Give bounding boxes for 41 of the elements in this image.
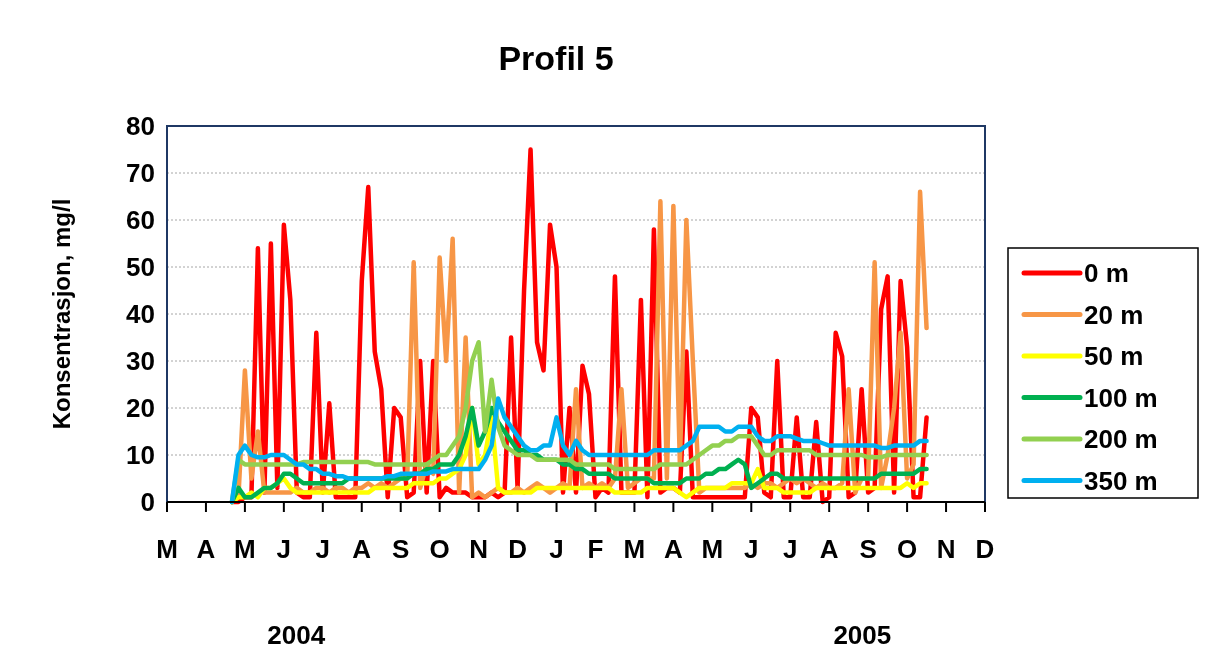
- text: 2004: [267, 620, 326, 650]
- text: 2005: [833, 620, 892, 650]
- legend-label: 0 m: [1084, 258, 1129, 289]
- y-tick-label: 40: [126, 299, 155, 330]
- x-tick-label: N: [936, 534, 956, 564]
- x-tick-label: M: [234, 534, 256, 564]
- y-tick-label: 60: [126, 205, 155, 236]
- y-tick-label: 80: [126, 111, 155, 142]
- x-tick-label: J: [276, 534, 292, 564]
- x-tick-label: S: [859, 534, 877, 564]
- chart-title: Profil 5: [498, 39, 614, 77]
- y-tick-label: 50: [126, 252, 155, 283]
- x-tick-label: M: [701, 534, 724, 564]
- x-tick-label: O: [896, 534, 918, 564]
- x-tick-label: A: [352, 534, 372, 564]
- x-tick-label: M: [623, 534, 646, 564]
- legend-label: 350 m: [1084, 465, 1158, 496]
- y-axis-title: Konsentrasjon, mg/l: [48, 198, 75, 430]
- x-tick-label: A: [819, 534, 839, 564]
- legend-label: 100 m: [1084, 382, 1158, 413]
- x-tick-label: J: [744, 534, 759, 564]
- x-tick-label: M: [156, 534, 178, 564]
- legend-label: 200 m: [1084, 424, 1158, 455]
- x-tick-label: D: [508, 534, 527, 564]
- x-tick-label: A: [196, 534, 216, 564]
- y-tick-label: 20: [126, 393, 155, 424]
- legend-label: 50 m: [1084, 341, 1144, 372]
- x-tick-label: O: [429, 534, 450, 564]
- y-tick-label: 70: [126, 158, 155, 189]
- x-tick-label: J: [315, 534, 331, 564]
- x-tick-label: J: [549, 534, 564, 564]
- y-tick-label: 0: [140, 487, 155, 518]
- legend-label: 20 m: [1084, 299, 1144, 330]
- x-tick-label: F: [587, 534, 604, 564]
- y-tick-label: 30: [126, 346, 155, 377]
- x-tick-label: D: [975, 534, 995, 564]
- x-tick-label: N: [469, 534, 489, 564]
- y-tick-label: 10: [126, 440, 155, 471]
- x-tick-label: A: [663, 534, 683, 564]
- x-tick-label: J: [783, 534, 798, 564]
- x-tick-label: S: [392, 534, 410, 564]
